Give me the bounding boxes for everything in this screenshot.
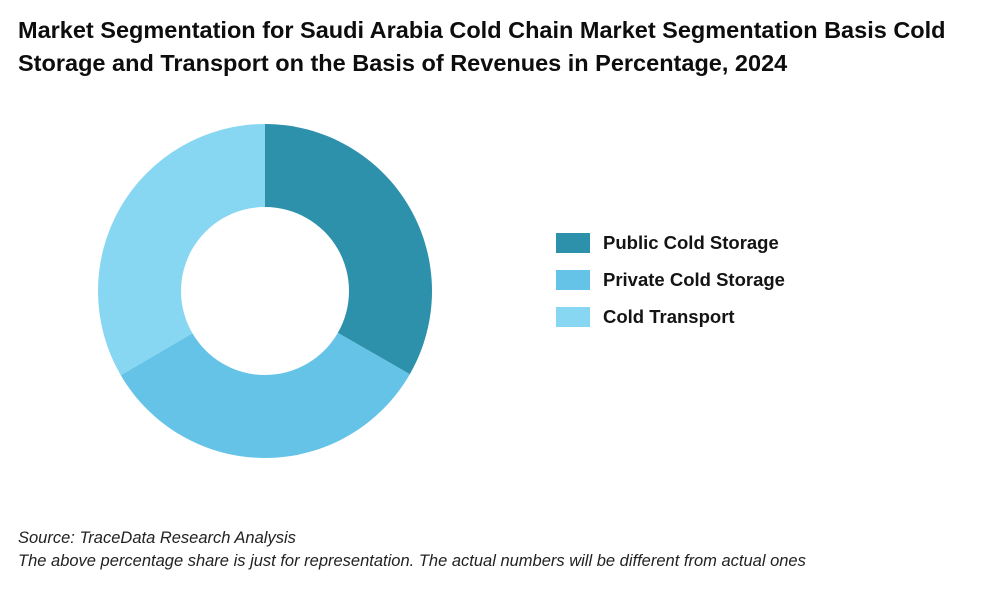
legend-label: Private Cold Storage	[603, 268, 785, 290]
disclaimer-note: The above percentage share is just for r…	[18, 552, 806, 570]
legend-label: Public Cold Storage	[603, 231, 779, 253]
legend-item-public-cold-storage: Public Cold Storage	[556, 224, 976, 261]
source-note: Source: TraceData Research Analysis	[18, 529, 296, 547]
legend-item-cold-transport: Cold Transport	[556, 298, 976, 335]
legend-swatch-public-cold-storage	[556, 232, 590, 253]
chart-title: Market Segmentation for Saudi Arabia Col…	[18, 17, 946, 76]
donut-slice-private-cold-storage	[120, 332, 410, 458]
legend-label: Cold Transport	[603, 305, 735, 327]
chart-legend: Public Cold Storage Private Cold Storage C…	[556, 224, 976, 335]
donut-slice-cold-transport	[97, 123, 265, 376]
donut-slice-public-cold-storage	[265, 124, 432, 375]
legend-swatch-private-cold-storage	[556, 269, 590, 290]
legend-swatch-cold-transport	[556, 306, 590, 327]
legend-item-private-cold-storage: Private Cold Storage	[556, 261, 976, 298]
